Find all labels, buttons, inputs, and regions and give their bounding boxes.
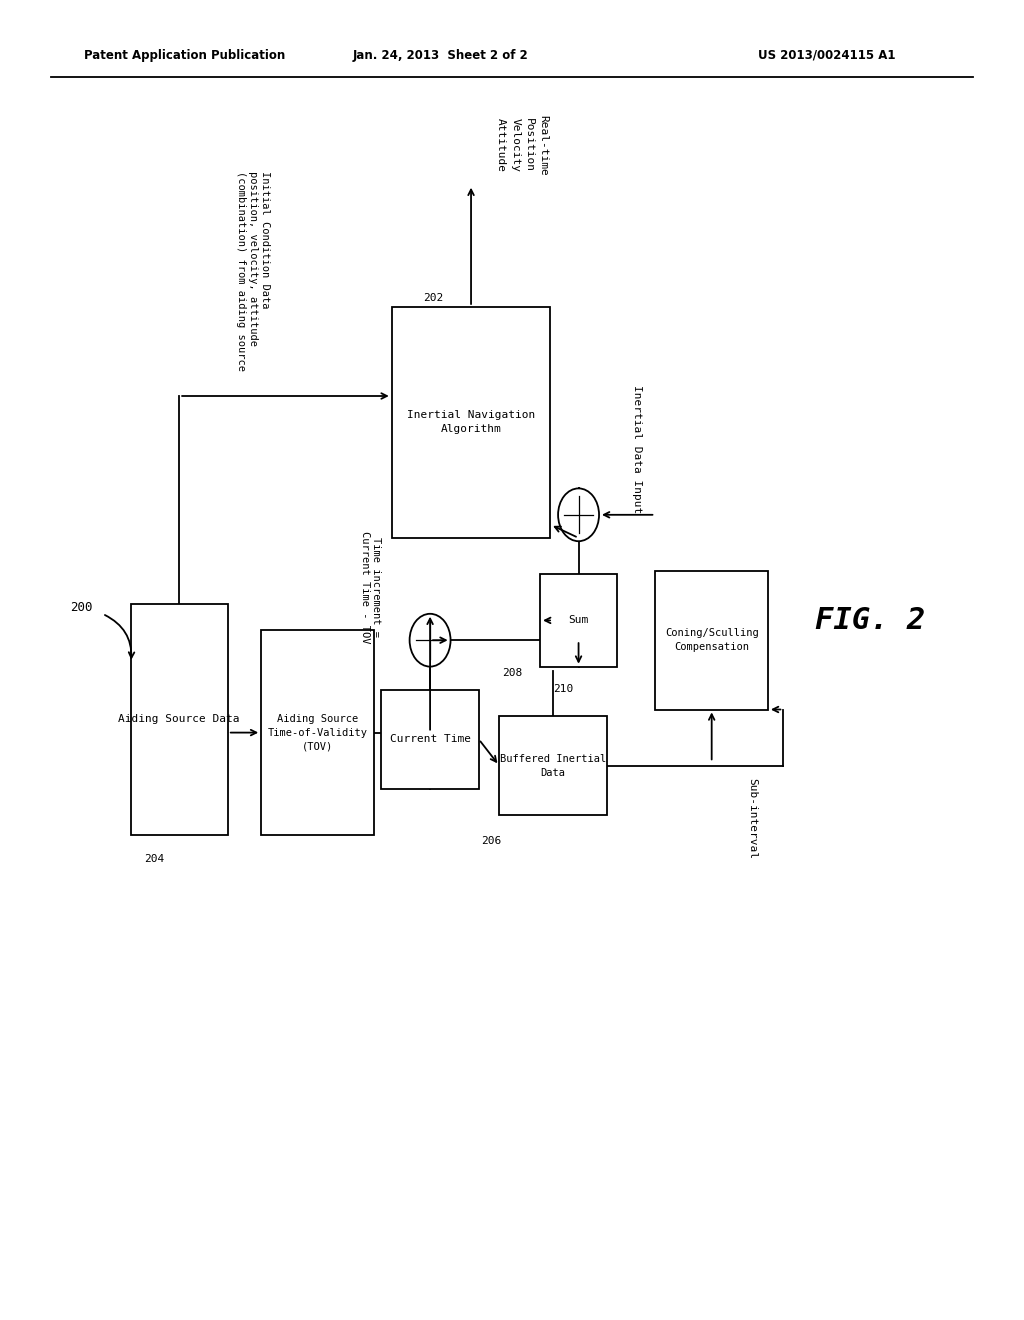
- Bar: [261, 631, 374, 836]
- Text: Inertial Data Input: Inertial Data Input: [632, 384, 642, 513]
- Text: US 2013/0024115 A1: US 2013/0024115 A1: [758, 49, 895, 62]
- Text: 204: 204: [144, 854, 165, 865]
- Text: Sub-interval: Sub-interval: [748, 777, 758, 859]
- Text: Coning/Sculling
Compensation: Coning/Sculling Compensation: [665, 628, 759, 652]
- Text: Initial Condition Data
position, velocity, attitude
(combination) from aiding so: Initial Condition Data position, velocit…: [237, 170, 269, 371]
- Bar: [391, 306, 551, 539]
- Text: Sum: Sum: [568, 615, 589, 626]
- Text: Jan. 24, 2013  Sheet 2 of 2: Jan. 24, 2013 Sheet 2 of 2: [352, 49, 528, 62]
- Text: Inertial Navigation
Algorithm: Inertial Navigation Algorithm: [407, 411, 536, 434]
- Text: Buffered Inertial
Data: Buffered Inertial Data: [500, 754, 606, 777]
- Circle shape: [558, 488, 599, 541]
- Text: Aiding Source Data: Aiding Source Data: [119, 714, 240, 725]
- Bar: [500, 715, 606, 814]
- Text: Patent Application Publication: Patent Application Publication: [84, 49, 286, 62]
- Text: FIG. 2: FIG. 2: [815, 606, 926, 635]
- Text: 210: 210: [553, 684, 573, 694]
- Text: Time increment =
Current Time - TOV: Time increment = Current Time - TOV: [359, 531, 382, 644]
- Circle shape: [410, 614, 451, 667]
- Text: Aiding Source
Time-of-Validity
(TOV): Aiding Source Time-of-Validity (TOV): [267, 714, 368, 751]
- Bar: [655, 572, 768, 710]
- Text: 208: 208: [502, 668, 522, 678]
- FancyArrowPatch shape: [104, 615, 134, 657]
- Text: 202: 202: [423, 293, 443, 304]
- Text: Current Time: Current Time: [389, 734, 471, 744]
- Bar: [381, 689, 479, 788]
- Bar: [541, 574, 616, 667]
- Text: 200: 200: [70, 601, 92, 614]
- Bar: [131, 605, 227, 834]
- Text: 206: 206: [481, 836, 502, 846]
- Text: Real-time
Position
Velocity
Attitude: Real-time Position Velocity Attitude: [497, 115, 548, 176]
